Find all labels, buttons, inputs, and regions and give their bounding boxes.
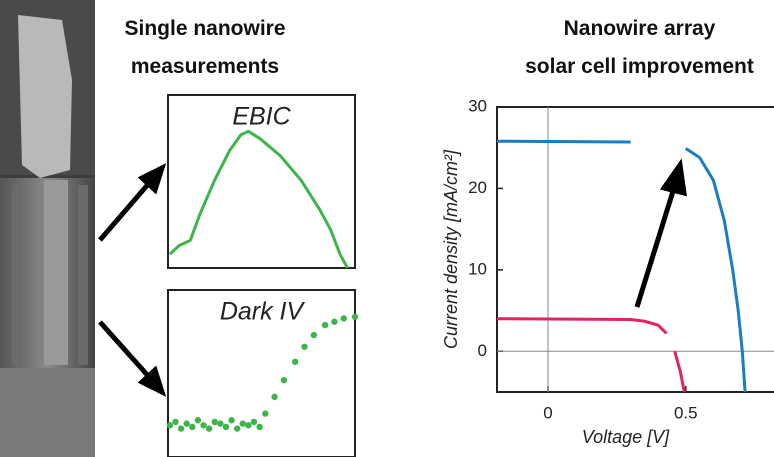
data-point	[301, 343, 308, 350]
data-point	[194, 417, 202, 424]
data-point	[331, 318, 338, 325]
data-point	[239, 420, 246, 427]
plot-frame	[496, 106, 774, 393]
plot-frame	[167, 94, 356, 269]
data-point	[340, 315, 347, 322]
plot-frame	[167, 289, 356, 457]
right-heading: Nanowire array solar cell improvement	[525, 17, 754, 78]
data-point	[211, 418, 218, 426]
data-point	[280, 376, 288, 384]
data-point	[222, 423, 230, 431]
x-tick-label: 0.5	[674, 403, 698, 422]
data-line	[496, 139, 747, 393]
data-point	[310, 331, 318, 339]
y-axis-label: Current density [mA/cm²]	[441, 149, 461, 349]
y-tick-label: 10	[468, 259, 487, 278]
y-tick-label: 30	[468, 96, 487, 115]
data-point	[183, 420, 190, 427]
data-point	[271, 393, 278, 401]
data-point	[177, 425, 185, 432]
data-point	[166, 422, 174, 429]
data-line	[496, 317, 686, 393]
x-tick-label: 0	[543, 403, 552, 422]
arrows	[98, 158, 688, 397]
data-line	[168, 129, 349, 269]
left-heading: Single nanowire measurements	[124, 17, 286, 78]
data-point	[189, 423, 196, 431]
data-point	[262, 410, 269, 417]
data-point	[172, 418, 179, 426]
chart-title: Dark IV	[220, 298, 306, 326]
data-point	[228, 417, 235, 424]
data-point	[245, 422, 252, 429]
y-tick-label: 20	[468, 178, 487, 197]
data-point	[321, 321, 329, 329]
data-point	[233, 425, 241, 432]
data-point	[200, 422, 207, 429]
data-point	[291, 358, 299, 366]
data-point	[205, 425, 213, 432]
data-point	[256, 423, 263, 431]
data-point	[217, 420, 224, 427]
data-point	[250, 418, 258, 426]
chart-title: EBIC	[232, 103, 291, 131]
sem-image	[0, 0, 95, 457]
y-tick-label: 0	[478, 341, 487, 360]
x-axis-label: Voltage [V]	[582, 427, 670, 447]
data-point	[351, 313, 359, 320]
